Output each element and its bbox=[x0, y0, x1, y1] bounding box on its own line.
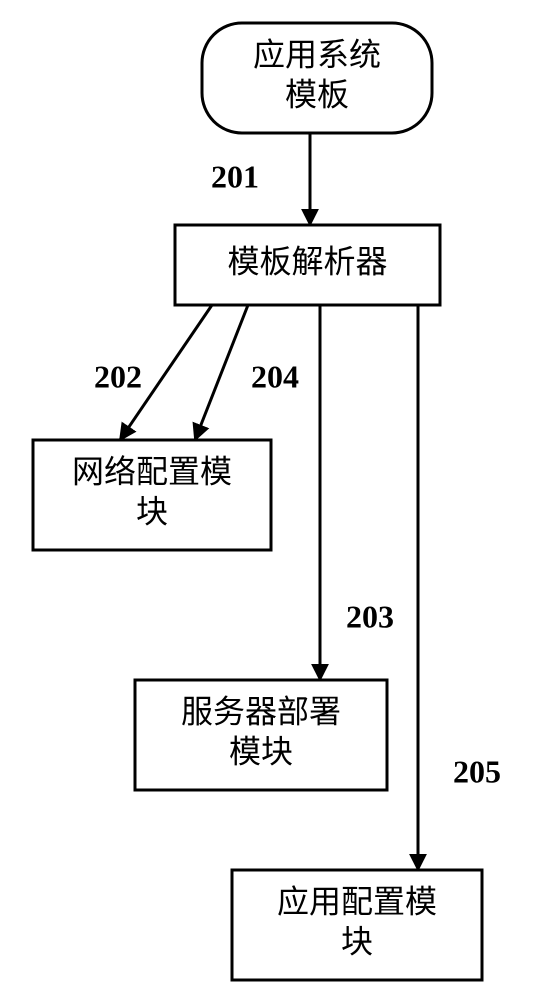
node-server_deploy-line1: 模块 bbox=[229, 733, 293, 769]
node-server_deploy: 服务器部署模块 bbox=[135, 680, 387, 790]
node-parser: 模板解析器 bbox=[175, 225, 440, 305]
node-app_template-line0: 应用系统 bbox=[253, 36, 381, 72]
node-net_config: 网络配置模块 bbox=[33, 440, 271, 550]
node-app_config: 应用配置模块 bbox=[232, 870, 482, 980]
node-net_config-line0: 网络配置模 bbox=[72, 453, 232, 489]
edge-label-e204: 204 bbox=[251, 358, 299, 394]
edge-label-e202: 202 bbox=[94, 358, 142, 394]
edge-label-e201: 201 bbox=[211, 158, 259, 194]
node-parser-line0: 模板解析器 bbox=[227, 243, 387, 279]
edge-label-e203: 203 bbox=[346, 598, 394, 634]
node-server_deploy-line0: 服务器部署 bbox=[181, 693, 341, 729]
node-net_config-line1: 块 bbox=[136, 493, 168, 529]
node-app_config-line0: 应用配置模 bbox=[277, 883, 437, 919]
edge-label-e205: 205 bbox=[453, 753, 501, 789]
edge-e204 bbox=[195, 305, 248, 440]
node-app_config-line1: 块 bbox=[341, 923, 373, 959]
node-app_template-line1: 模板 bbox=[285, 76, 349, 112]
node-app_template: 应用系统模板 bbox=[202, 23, 432, 133]
